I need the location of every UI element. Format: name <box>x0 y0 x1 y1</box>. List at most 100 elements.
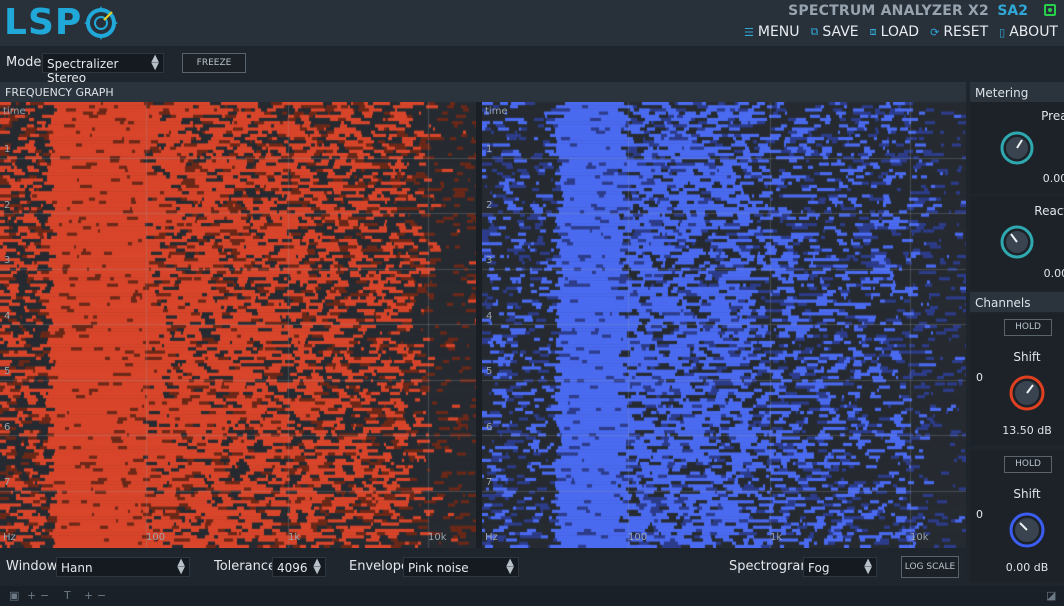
time-tick-left: 1 <box>4 144 11 155</box>
select-arrows-icon: ▲ ▼ <box>506 557 514 576</box>
channel-2-control: 0 HOLD Shift 0.00 dB <box>970 450 1064 582</box>
time-tick-left: 5 <box>4 366 11 377</box>
window-select[interactable]: Hann ▲ ▼ <box>56 557 190 577</box>
tolerance-label: Tolerance <box>214 559 276 574</box>
preamp-knob[interactable] <box>999 130 1035 166</box>
time-axis-label-left: time <box>3 106 26 117</box>
analysis-controls: Window Hann ▲ ▼ Tolerance 4096 ▲ ▼ Envelop… <box>0 552 966 582</box>
time-tick-left: 4 <box>4 310 11 322</box>
power-toggle[interactable] <box>1044 4 1056 16</box>
frequency-graph-header: FREQUENCY GRAPH <box>0 82 966 102</box>
envelope-label: Envelope <box>349 559 409 574</box>
channel-1-shift-label: Shift <box>1013 350 1041 364</box>
spectrogram-select-value: Fog <box>808 561 830 575</box>
lsp-logo[interactable]: LSP <box>4 2 120 43</box>
channels-header: Channels <box>970 292 1064 312</box>
channel-1-shift-knob[interactable] <box>1008 374 1046 412</box>
time-tick-right: 4 <box>486 310 493 322</box>
select-arrows-icon: ▲ ▼ <box>864 557 872 576</box>
zoom-out-icon[interactable]: − <box>40 589 50 602</box>
select-arrows-icon: ▲ ▼ <box>313 557 321 576</box>
plugin-title: SPECTRUM ANALYZER X2 <box>788 3 989 19</box>
menu-button-about[interactable]: ▯ ABOUT <box>999 24 1058 40</box>
channel-1-control: 0 HOLD Shift 13.50 dB <box>970 313 1064 445</box>
time-axis-label-right: time <box>485 106 508 117</box>
spectrogram-right-canvas <box>482 102 966 548</box>
spectrogram-left[interactable] <box>0 102 476 548</box>
zoom-in-icon[interactable]: + <box>27 589 37 602</box>
freq-tick-right: 100 <box>628 532 648 543</box>
menu-label-menu: MENU <box>757 24 800 40</box>
envelope-select-value: Pink noise <box>408 561 469 575</box>
channel-2-shift-label: Shift <box>1013 487 1041 501</box>
time-tick-right: 3 <box>486 255 493 266</box>
envelope-select[interactable]: Pink noise ▲ ▼ <box>403 557 519 577</box>
spectrogram-label: Spectrogram <box>729 559 813 574</box>
tolerance-select-value: 4096 <box>277 561 308 575</box>
menu-label-about: ABOUT <box>1009 24 1058 40</box>
menu-button-load[interactable]: ⧈ LOAD <box>870 24 919 40</box>
reactivity-value: 0.004 s <box>1043 267 1064 280</box>
spectrogram-select[interactable]: Fog ▲ ▼ <box>803 557 877 577</box>
channel-2-shift-value: 0.00 dB <box>1005 561 1049 574</box>
time-tick-left: 7 <box>4 477 11 488</box>
preamp-control: Preamp 0.00 dB <box>970 102 1064 194</box>
window-label: Window <box>6 559 58 574</box>
select-arrows-icon: ▲ ▼ <box>151 53 159 72</box>
plugin-short-name: SA2 <box>997 3 1028 19</box>
window-select-value: Hann <box>61 561 93 575</box>
channel-2-index: 0 <box>976 508 983 521</box>
menu-button-save[interactable]: ⧉ SAVE <box>811 24 859 40</box>
font-scale-icon[interactable]: T <box>64 589 71 602</box>
menu-row: ☰ MENU ⧉ SAVE ⧈ LOAD ⟳ RESET ▯ ABOUT <box>744 24 1058 40</box>
time-tick-right: 7 <box>486 477 493 488</box>
header-bar: LSP SPECTRUM ANALYZER X2 SA2 ☰ MENU ⧉ SAVE ⧈… <box>0 0 1064 46</box>
time-tick-left: 2 <box>4 199 11 211</box>
mode-select[interactable]: Spectralizer Stereo ▲ ▼ <box>42 53 164 85</box>
log-scale-button[interactable]: LOG SCALE <box>901 556 959 578</box>
font-zoom-out-icon[interactable]: − <box>97 589 107 602</box>
time-tick-left: 6 <box>4 421 11 433</box>
channel-1-shift-value: 13.50 dB <box>1002 424 1052 437</box>
freeze-button[interactable]: FREEZE <box>182 53 246 73</box>
time-tick-right: 2 <box>486 199 493 211</box>
channel-2-hold-button[interactable]: HOLD <box>1004 456 1052 473</box>
load-icon: ⧈ <box>869 25 877 38</box>
metering-header: Metering <box>970 82 1064 102</box>
preamp-label: Preamp <box>1041 109 1064 123</box>
select-arrows-icon: ▲ ▼ <box>177 557 185 576</box>
time-tick-left: 3 <box>4 255 11 266</box>
gear-logo-icon <box>84 6 118 40</box>
hamburger-icon: ☰ <box>744 25 754 39</box>
menu-button-reset[interactable]: ⟳ RESET <box>930 24 988 40</box>
channel-2-shift-knob[interactable] <box>1008 511 1046 549</box>
font-zoom-in-icon[interactable]: + <box>84 589 94 602</box>
save-icon: ⧉ <box>810 25 819 38</box>
spectrogram-left-canvas <box>0 102 476 548</box>
about-icon: ▯ <box>999 25 1006 39</box>
channel-1-hold-button[interactable]: HOLD <box>1004 319 1052 336</box>
menu-label-reset: RESET <box>943 24 989 40</box>
channel-1-index: 0 <box>976 371 983 384</box>
logo-text: LSP <box>4 2 83 43</box>
side-panel: Metering Preamp 0.00 dB Reactivity 0.004… <box>970 82 1064 582</box>
mode-label: Mode <box>6 55 42 70</box>
freq-tick-left: 1k <box>288 532 301 543</box>
tolerance-select[interactable]: 4096 ▲ ▼ <box>272 557 326 577</box>
time-tick-right: 5 <box>486 366 493 377</box>
time-tick-right: 1 <box>486 144 493 155</box>
spectrogram-right[interactable] <box>482 102 966 548</box>
preamp-value: 0.00 dB <box>1042 172 1064 185</box>
mode-toolbar: Mode Spectralizer Stereo ▲ ▼ FREEZE <box>0 50 1064 85</box>
frequency-graph-panel: FREQUENCY GRAPH time Hz 1 2 3 4 5 6 7 100 1k 10k tim… <box>0 82 966 548</box>
mode-select-value: Spectralizer Stereo <box>47 57 119 85</box>
reactivity-control: Reactivity 0.004 s <box>970 196 1064 290</box>
menu-label-load: LOAD <box>880 24 920 40</box>
menu-button-menu[interactable]: ☰ MENU <box>744 24 800 40</box>
freq-tick-right: 1k <box>770 532 783 543</box>
window-scale-icon[interactable]: ▣ <box>9 589 20 602</box>
freq-tick-left: 100 <box>146 532 166 543</box>
resize-handle-icon[interactable]: ◪ <box>1046 589 1057 602</box>
hz-axis-label-right: Hz <box>485 532 498 543</box>
reactivity-knob[interactable] <box>999 224 1035 260</box>
